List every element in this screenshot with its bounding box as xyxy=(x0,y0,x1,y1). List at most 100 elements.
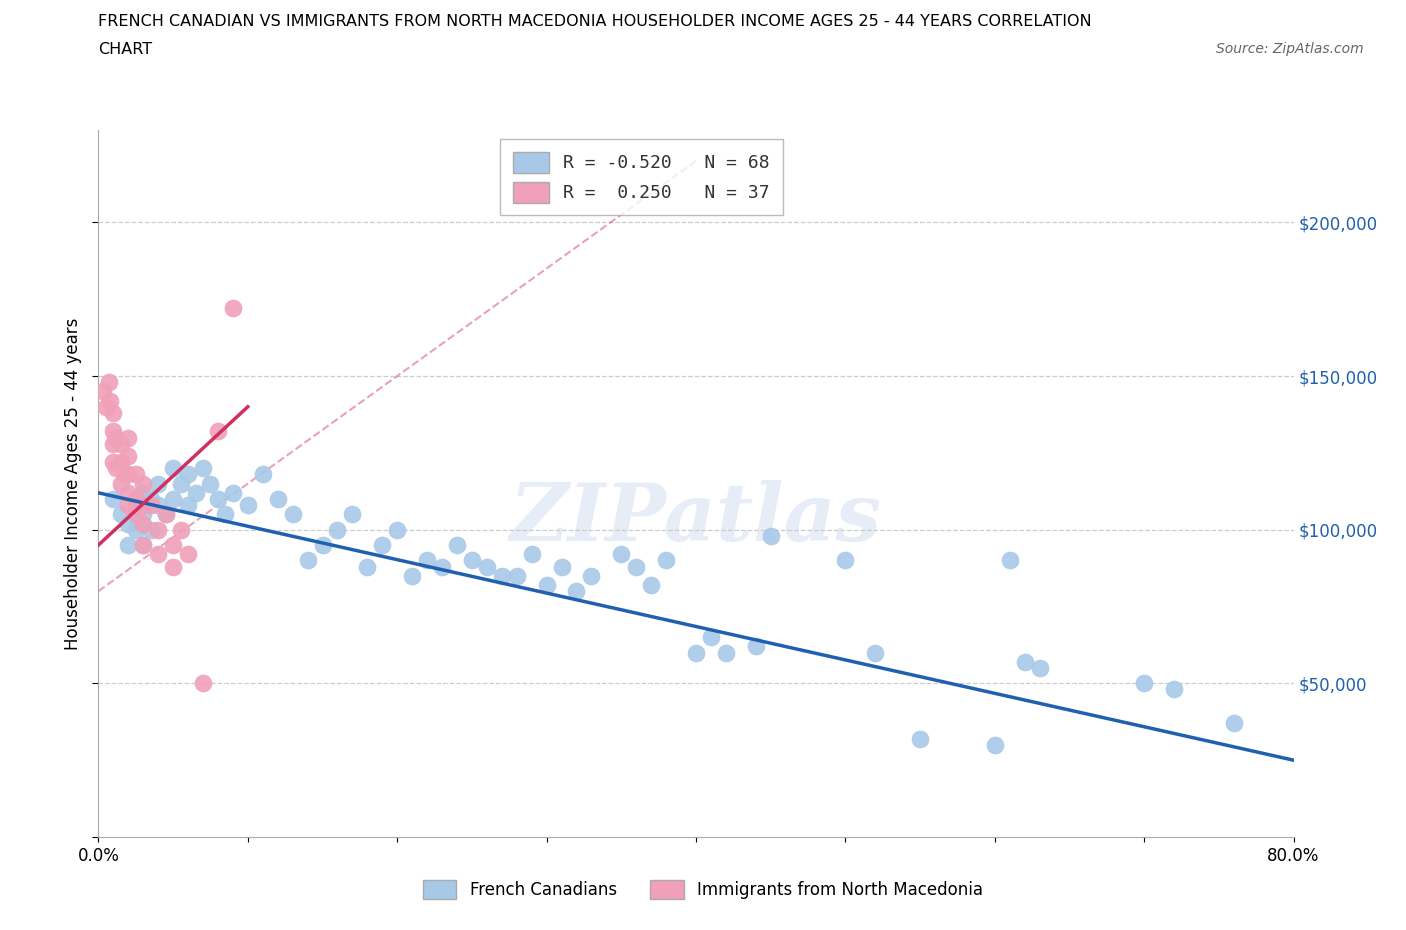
Point xyxy=(626,559,648,574)
Point xyxy=(117,430,139,445)
Point xyxy=(191,676,214,691)
Point xyxy=(311,538,333,552)
Point xyxy=(1223,716,1246,731)
Point xyxy=(207,424,229,439)
Point xyxy=(908,731,931,746)
Point xyxy=(834,553,856,568)
Point xyxy=(177,467,200,482)
Point xyxy=(475,559,498,574)
Point xyxy=(155,507,177,522)
Point xyxy=(506,568,529,583)
Point xyxy=(550,559,572,574)
Point xyxy=(655,553,678,568)
Point xyxy=(94,399,117,414)
Point xyxy=(536,578,558,592)
Point xyxy=(342,507,364,522)
Point xyxy=(191,460,214,475)
Point xyxy=(132,507,155,522)
Point xyxy=(125,492,148,507)
Point xyxy=(207,492,229,507)
Point xyxy=(430,559,453,574)
Y-axis label: Householder Income Ages 25 - 44 years: Householder Income Ages 25 - 44 years xyxy=(63,317,82,650)
Point xyxy=(125,523,148,538)
Point xyxy=(520,547,543,562)
Point xyxy=(114,467,136,482)
Point xyxy=(132,516,155,531)
Point xyxy=(385,523,409,538)
Point xyxy=(125,507,148,522)
Point xyxy=(222,485,245,500)
Point xyxy=(110,476,132,491)
Point xyxy=(281,507,304,522)
Point xyxy=(565,584,588,599)
Point xyxy=(117,538,139,552)
Point xyxy=(148,498,170,512)
Point xyxy=(117,485,139,500)
Point xyxy=(148,476,170,491)
Point xyxy=(200,476,222,491)
Point xyxy=(132,538,155,552)
Point xyxy=(371,538,394,552)
Point xyxy=(117,498,139,512)
Point xyxy=(169,476,191,491)
Point xyxy=(162,538,184,552)
Point xyxy=(252,467,274,482)
Point xyxy=(162,492,184,507)
Point xyxy=(401,568,423,583)
Point xyxy=(132,476,155,491)
Point xyxy=(1163,682,1185,697)
Point xyxy=(103,492,125,507)
Point xyxy=(865,645,887,660)
Point xyxy=(177,498,200,512)
Legend: R = -0.520   N = 68, R =  0.250   N = 37: R = -0.520 N = 68, R = 0.250 N = 37 xyxy=(501,140,783,215)
Point xyxy=(714,645,737,660)
Point xyxy=(125,498,148,512)
Point xyxy=(105,430,128,445)
Point xyxy=(177,547,200,562)
Point xyxy=(139,492,162,507)
Point xyxy=(267,492,290,507)
Point xyxy=(155,507,177,522)
Point xyxy=(297,553,319,568)
Text: FRENCH CANADIAN VS IMMIGRANTS FROM NORTH MACEDONIA HOUSEHOLDER INCOME AGES 25 - : FRENCH CANADIAN VS IMMIGRANTS FROM NORTH… xyxy=(98,14,1092,29)
Point xyxy=(610,547,633,562)
Point xyxy=(184,485,207,500)
Point xyxy=(103,405,125,420)
Point xyxy=(416,553,439,568)
Point xyxy=(1014,655,1036,670)
Point xyxy=(110,436,132,451)
Point xyxy=(110,455,132,470)
Point xyxy=(103,436,125,451)
Point xyxy=(132,485,155,500)
Point xyxy=(1028,660,1050,675)
Point xyxy=(326,523,349,538)
Point xyxy=(132,538,155,552)
Point xyxy=(356,559,378,574)
Point xyxy=(103,424,125,439)
Point xyxy=(148,547,170,562)
Point xyxy=(984,737,1007,752)
Text: Source: ZipAtlas.com: Source: ZipAtlas.com xyxy=(1216,42,1364,56)
Point xyxy=(117,467,139,482)
Point xyxy=(236,498,259,512)
Point xyxy=(132,498,155,512)
Point xyxy=(139,498,162,512)
Point xyxy=(214,507,236,522)
Point xyxy=(110,507,132,522)
Point xyxy=(581,568,603,583)
Point xyxy=(640,578,662,592)
Point xyxy=(1133,676,1156,691)
Point xyxy=(105,460,128,475)
Point xyxy=(162,559,184,574)
Point xyxy=(759,528,782,543)
Point xyxy=(139,523,162,538)
Point xyxy=(222,301,245,316)
Point xyxy=(117,448,139,463)
Point xyxy=(100,393,122,408)
Text: ZIPatlas: ZIPatlas xyxy=(510,480,882,558)
Legend: French Canadians, Immigrants from North Macedonia: French Canadians, Immigrants from North … xyxy=(409,867,997,912)
Point xyxy=(97,375,120,390)
Point xyxy=(998,553,1021,568)
Point xyxy=(685,645,707,660)
Point xyxy=(91,384,114,399)
